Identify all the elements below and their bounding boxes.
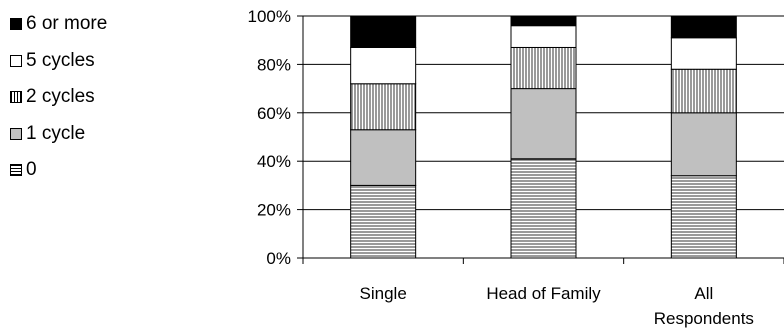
bar-segment [510,25,577,48]
x-tick-label: Head of Family [486,284,601,303]
bar-segment [670,15,737,39]
bar-segment [670,37,737,70]
bar-segment [670,68,737,114]
x-tick-label: Respondents [654,309,754,328]
y-tick-label: 0% [266,249,291,268]
bar-segment [510,158,577,259]
legend-label: 5 cycles [26,49,95,71]
x-tick-label: Single [360,284,407,303]
bar-segment [350,83,417,131]
legend-label: 6 or more [26,13,108,35]
bar-segment [350,15,417,48]
bar-segment [350,184,417,259]
legend-swatch [10,18,22,31]
legend-swatch [10,127,22,140]
legend-item: 5 cycles [10,43,107,80]
y-tick-label: 40% [257,152,291,171]
y-tick-label: 20% [257,201,291,220]
y-tick-label: 100% [248,7,291,26]
y-tick-label: 60% [257,104,291,123]
bar-segment [510,88,577,160]
legend-swatch [10,164,22,177]
legend-label: 2 cycles [26,86,95,108]
bar-segment [510,15,577,27]
legend-label: 1 cycle [26,122,86,144]
legend-swatch [10,91,22,104]
legend-item: 0 [10,152,107,189]
bar-segment [670,112,737,177]
legend-item: 1 cycle [10,116,107,153]
bar-segment [670,175,737,259]
legend-swatch [10,54,22,67]
bar-segment [510,46,577,90]
y-tick-label: 80% [257,55,291,74]
legend-label: 0 [26,159,37,181]
legend-item: 2 cycles [10,79,107,116]
x-tick-label: All [694,284,713,303]
bar-segment [350,129,417,186]
bar-segment [350,46,417,85]
chart-legend: 6 or more 5 cycles 2 cycles 1 cycle 0 [10,6,107,189]
legend-item: 6 or more [10,6,107,43]
